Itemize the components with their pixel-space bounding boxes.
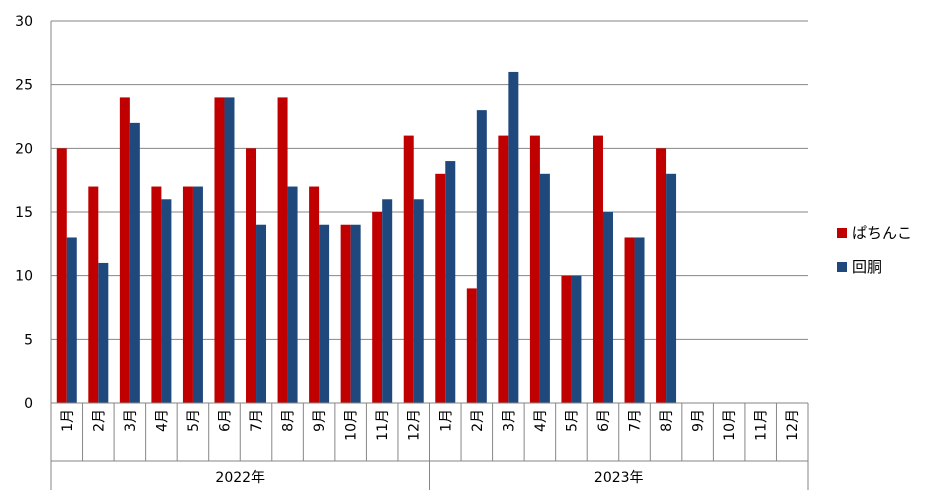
x-tick-label: 5月	[564, 409, 580, 432]
y-axis-tick-labels: 0 5 10 15 20 25 30	[15, 14, 33, 412]
bar-ぱちんこ-1-7月	[624, 237, 635, 403]
bar-ぱちんこ-1-8月	[656, 148, 667, 403]
bar-回胴-0-1月	[66, 237, 77, 403]
x-tick-label: 7月	[249, 409, 265, 432]
group-label: 2022年	[215, 470, 265, 486]
bar-ぱちんこ-1-1月	[435, 173, 446, 403]
y-tick-label: 15	[15, 205, 33, 221]
bar-ぱちんこ-0-1月	[56, 148, 67, 403]
bar-ぱちんこ-1-4月	[529, 135, 540, 403]
x-axis-labels: 1月 2月 3月 4月 5月 6月 7月 8月 9月 10月 11月 12月 1月 2月 3月 4月 5月 6月 7…	[60, 409, 801, 486]
y-tick-label: 25	[15, 78, 33, 94]
bar-ぱちんこ-0-6月	[214, 97, 225, 404]
x-tick-label: 6月	[596, 409, 612, 432]
x-tick-label: 9月	[691, 409, 707, 432]
x-tick-label: 2月	[470, 409, 486, 432]
x-tick-label: 3月	[501, 409, 517, 432]
bar-ぱちんこ-0-7月	[246, 148, 257, 403]
x-tick-label: 4月	[533, 409, 549, 432]
x-tick-label: 10月	[344, 409, 360, 441]
bar-回胴-0-5月	[192, 186, 203, 403]
bar-回胴-1-2月	[476, 110, 487, 403]
y-tick-label: 0	[24, 396, 33, 412]
x-tick-label: 10月	[722, 409, 738, 441]
bar-ぱちんこ-0-8月	[277, 97, 288, 404]
bar-回胴-1-1月	[445, 161, 456, 403]
bar-ぱちんこ-0-2月	[88, 186, 99, 403]
x-tick-label: 12月	[407, 409, 423, 441]
bar-回胴-0-4月	[161, 199, 172, 403]
legend-swatch	[837, 228, 847, 238]
bar-回胴-0-12月	[413, 199, 424, 403]
bar-ぱちんこ-1-2月	[466, 288, 477, 403]
x-tick-label: 1月	[438, 409, 454, 432]
bar-ぱちんこ-0-3月	[119, 97, 130, 404]
y-tick-label: 20	[15, 141, 33, 157]
x-tick-label: 1月	[60, 409, 76, 432]
bar-ぱちんこ-0-10月	[340, 224, 351, 403]
bar-回胴-0-3月	[129, 122, 140, 403]
x-tick-label: 2月	[91, 409, 107, 432]
x-tick-label: 5月	[186, 409, 202, 432]
x-tick-label: 11月	[754, 409, 770, 441]
bar-ぱちんこ-1-3月	[498, 135, 509, 403]
x-tick-label: 7月	[628, 409, 644, 432]
bar-回胴-0-10月	[350, 224, 361, 403]
bar-回胴-1-6月	[602, 212, 613, 403]
bar-回胴-1-4月	[539, 173, 550, 403]
bar-回胴-1-8月	[666, 173, 677, 403]
y-tick-label: 10	[15, 269, 33, 285]
bar-ぱちんこ-0-5月	[182, 186, 193, 403]
bar-回胴-0-11月	[382, 199, 393, 403]
x-tick-label: 9月	[312, 409, 328, 432]
gridlines	[51, 20, 808, 340]
bar-回胴-1-7月	[634, 237, 645, 403]
group-label: 2023年	[594, 470, 644, 486]
x-tick-label: 8月	[281, 409, 297, 432]
bars	[56, 71, 677, 404]
y-tick-label: 30	[15, 14, 33, 30]
x-tick-label: 12月	[785, 409, 801, 441]
legend-label: ぱちんこ	[852, 224, 912, 242]
bar-回胴-0-2月	[98, 262, 109, 403]
legend-swatch	[837, 262, 847, 272]
y-tick-label: 5	[24, 332, 33, 348]
x-tick-label: 6月	[217, 409, 233, 432]
bar-ぱちんこ-0-11月	[372, 212, 383, 403]
bar-回胴-0-7月	[256, 224, 267, 403]
bar-ぱちんこ-1-5月	[561, 275, 572, 403]
x-tick-label: 11月	[375, 409, 391, 441]
bar-回胴-0-6月	[224, 97, 235, 404]
bar-回胴-1-3月	[508, 71, 519, 403]
bar-ぱちんこ-0-9月	[309, 186, 320, 403]
x-tick-label: 8月	[659, 409, 675, 432]
x-tick-label: 4月	[154, 409, 170, 432]
bar-回胴-1-5月	[571, 275, 582, 403]
bar-ぱちんこ-0-4月	[151, 186, 162, 403]
legend-label: 回胴	[852, 258, 882, 276]
bar-回胴-0-8月	[287, 186, 298, 403]
axes	[50, 21, 809, 490]
x-tick-label: 3月	[123, 409, 139, 432]
bar-ぱちんこ-0-12月	[403, 135, 414, 403]
bar-ぱちんこ-1-6月	[592, 135, 603, 403]
bar-回胴-0-9月	[319, 224, 330, 403]
